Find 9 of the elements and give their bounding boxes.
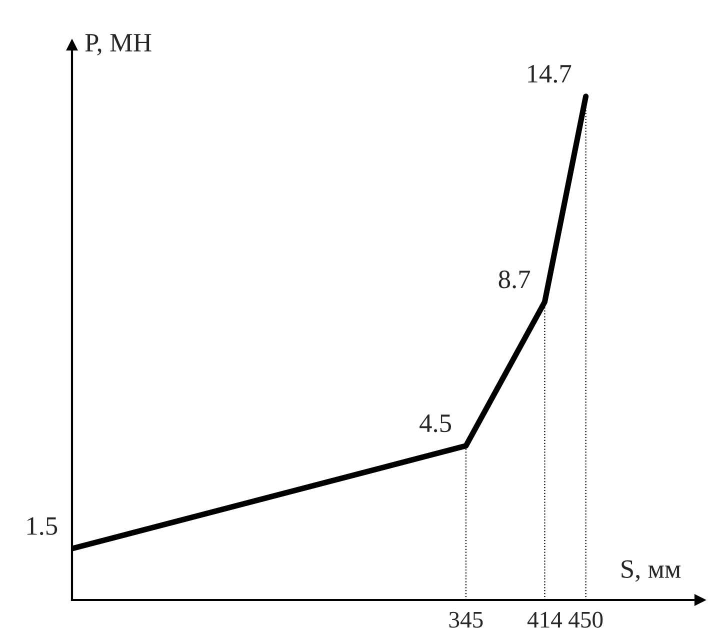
data-label: 14.7: [528, 65, 572, 83]
x-tick-label: 345: [449, 612, 483, 628]
data-label: 4.5: [420, 414, 452, 432]
x-tick-label: 414: [527, 612, 562, 628]
x-axis-title: S, мм: [622, 560, 681, 582]
data-label: 1.5: [27, 517, 58, 536]
y-axis-title: P, МН: [85, 34, 152, 56]
data-label: 8.7: [498, 270, 530, 288]
x-tick-label: 450: [568, 612, 603, 628]
